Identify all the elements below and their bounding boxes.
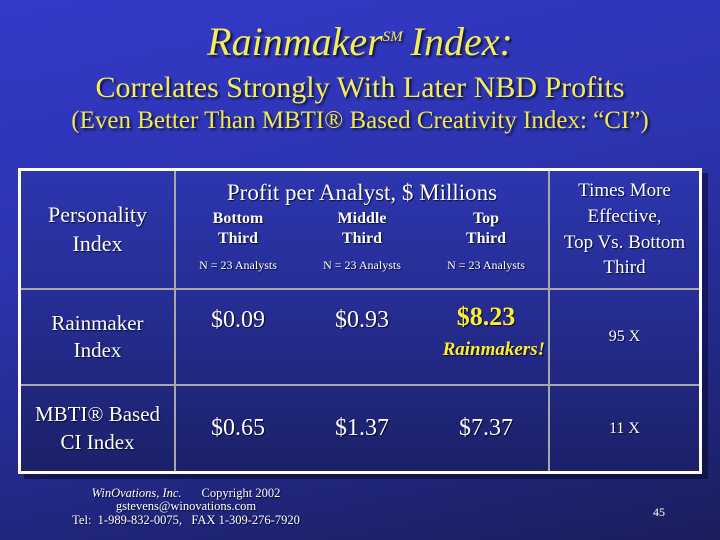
rainmakers-annotation: Rainmakers! [442, 339, 545, 360]
service-mark: SM [382, 29, 403, 45]
row-label-text: MBTI® Based CI Index [34, 402, 161, 454]
times-more-line: Effective, [587, 205, 662, 227]
times-more-line: Top Vs. Bottom [563, 231, 686, 253]
subcolumn-label: Top Third [465, 210, 506, 247]
table-row-rainmaker-values: $0.09 $0.93 $8.23 Rainmakers! [176, 288, 550, 384]
personality-index-label: Personality Index [48, 201, 147, 256]
subcolumn-top-third: Top Third N = 23 Analysts [424, 209, 548, 273]
subcolumn-middle-third: Middle Third N = 23 Analysts [300, 209, 424, 273]
header-cell-times-more-effective: Times More Effective, Top Vs. Bottom Thi… [550, 171, 699, 288]
cell-rainmaker-middle-third: $0.93 [335, 307, 389, 333]
page-number: 45 [653, 505, 665, 519]
title-word: Rainmaker [207, 19, 383, 64]
row-label-mbti-ci-index: MBTI® Based CI Index [21, 384, 176, 471]
profit-subcolumns: Bottom Third N = 23 Analysts Middle Thir… [176, 209, 548, 273]
profit-group-title: Profit per Analyst, $ Millions [226, 180, 498, 205]
table-row-mbti-values: $0.65 $1.37 $7.37 [176, 384, 550, 471]
top-third-value: $8.23 [456, 302, 516, 331]
subcolumn-bottom-third: Bottom Third N = 23 Analysts [176, 209, 300, 273]
subtitle-secondary: (Even Better Than MBTI® Based Creativity… [71, 106, 649, 134]
cell-mbti-middle-third: $1.37 [335, 415, 389, 441]
times-more-line: Times More [578, 180, 671, 202]
cell-rainmaker-bottom-third: $0.09 [211, 307, 265, 333]
title-block: RainmakerSM Index: Correlates Strongly Wi… [0, 0, 720, 134]
footer-phone-fax: Tel: 1-989-832-0075, FAX 1-309-276-7920 [72, 512, 300, 527]
subcolumn-label: Bottom Third [212, 210, 264, 247]
header-cell-personality-index: Personality Index [21, 171, 176, 288]
cell-rainmaker-top-third: $8.23 Rainmakers! [424, 290, 548, 384]
footer-contact-block: WinOvations, Inc. Copyright 2002 gstevens… [0, 485, 372, 528]
subcolumn-sample-size: N = 23 Analysts [447, 258, 525, 272]
title-rest: Index: [410, 19, 513, 64]
cell-rainmaker-times-more: 95 X [550, 288, 699, 384]
subcolumn-sample-size: N = 23 Analysts [323, 258, 401, 272]
subtitle: Correlates Strongly With Later NBD Profi… [95, 71, 625, 104]
company-name: WinOvations, Inc. [91, 485, 182, 500]
times-more-line: Third [603, 257, 646, 279]
copyright-text: Copyright 2002 [201, 485, 281, 500]
subcolumn-sample-size: N = 23 Analysts [199, 258, 277, 272]
cell-mbti-times-more: 11 X [550, 384, 699, 471]
header-cell-profit-group: Profit per Analyst, $ Millions Bottom Th… [176, 171, 550, 288]
subcolumn-label: Middle Third [337, 210, 387, 247]
profit-table: Personality Index Profit per Analyst, $ … [18, 168, 702, 474]
row-label-rainmaker-index: Rainmaker Index [21, 288, 176, 384]
cell-mbti-bottom-third: $0.65 [211, 415, 265, 441]
footer-line-company: WinOvations, Inc. Copyright 2002 [0, 485, 372, 501]
page-title: RainmakerSM Index: [0, 20, 720, 64]
row-label-text: Rainmaker Index [51, 310, 144, 362]
cell-mbti-top-third: $7.37 [459, 415, 513, 441]
footer-email: gstevens@winovations.com [115, 499, 257, 513]
